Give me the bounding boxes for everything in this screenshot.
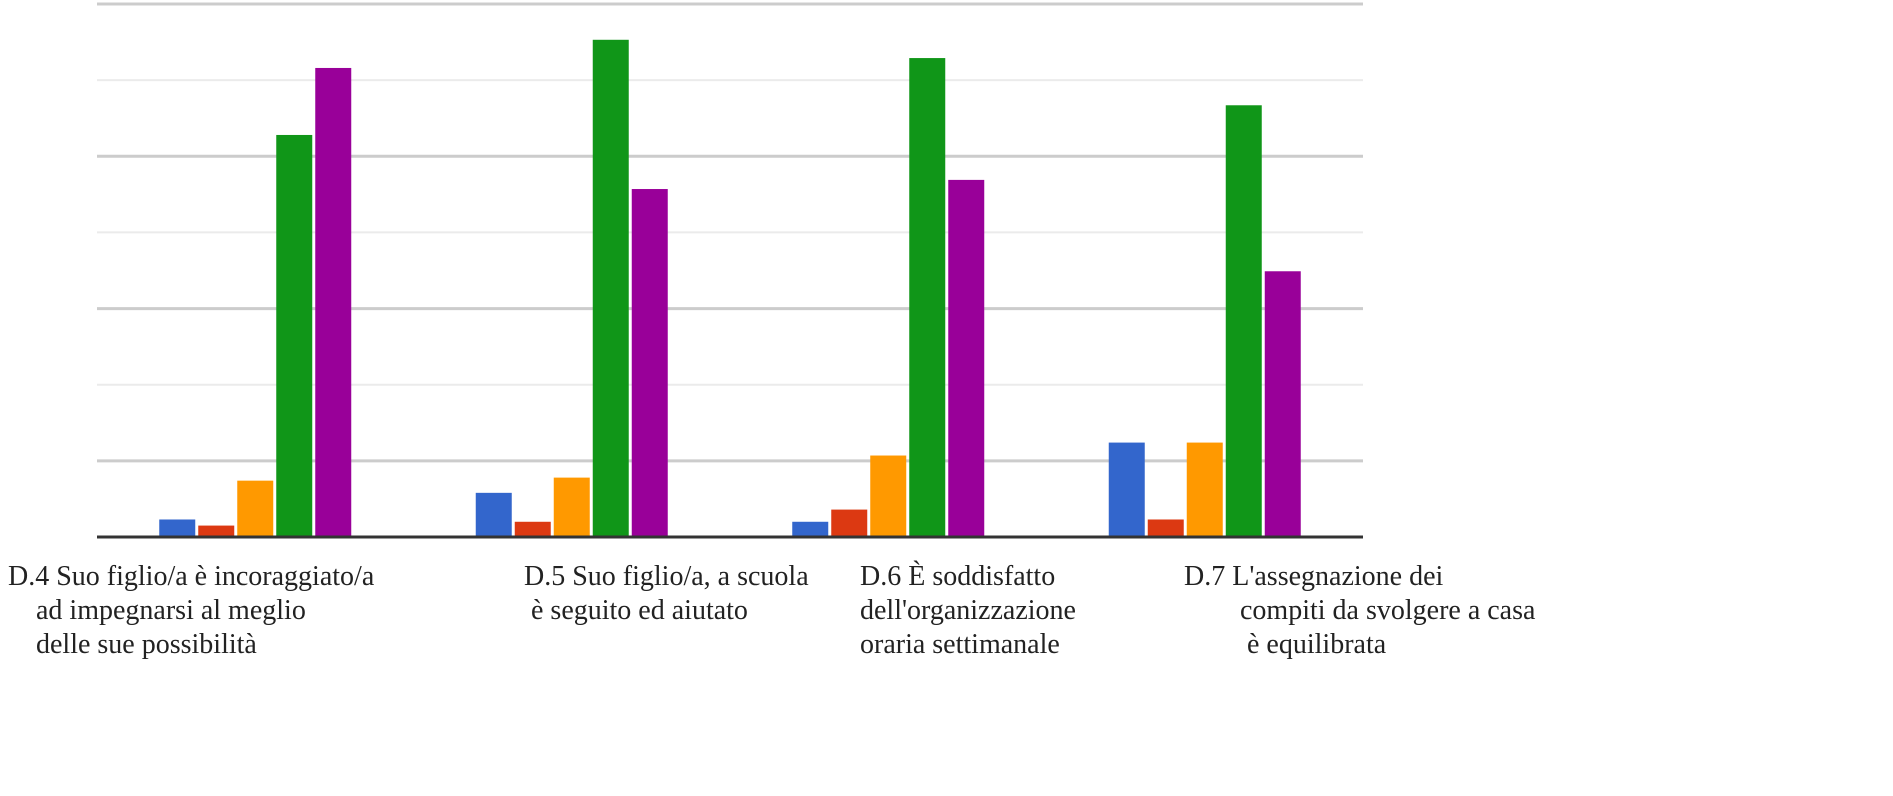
bar [1147,519,1184,537]
category-label-d4: D.4 Suo figlio/a è incoraggiato/a ad imp… [8,561,375,660]
bar [237,480,274,537]
bar [553,477,590,537]
bar [592,39,629,538]
bar [315,67,352,538]
bar [276,134,313,538]
bar [792,521,829,537]
bar [870,455,907,537]
bar [198,525,235,537]
bar [1108,442,1145,537]
bar [948,179,985,537]
bar [475,492,512,537]
bars [159,39,1301,538]
bar [1264,271,1301,537]
bar [514,521,551,537]
category-label-d6: D.6 È soddisfatto dell'organizzazione or… [860,561,1076,660]
bar [159,519,196,537]
bar [831,509,868,537]
bar [631,189,668,537]
category-label-d5: D.5 Suo figlio/a, a scuola è seguito ed … [524,561,809,626]
bar [1225,105,1262,538]
category-label-d7: D.7 L'assegnazione dei compiti da svolge… [1184,561,1536,660]
bar [909,58,946,537]
bar [1186,442,1223,537]
